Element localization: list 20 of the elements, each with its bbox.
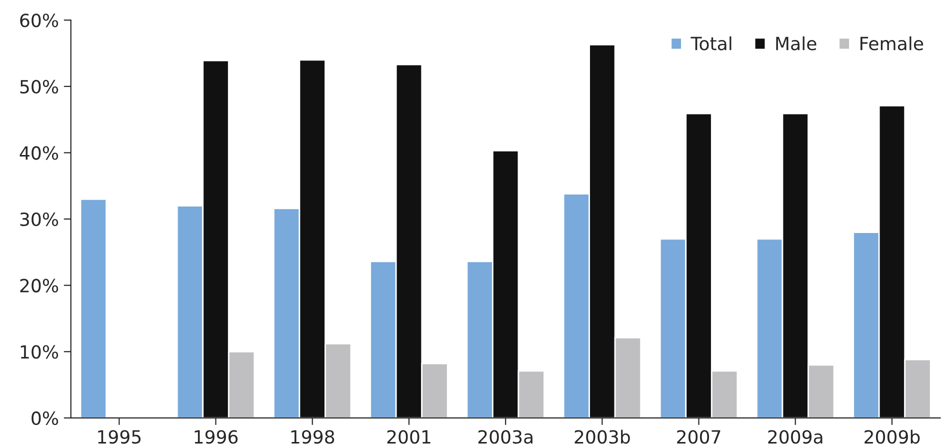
bar — [80, 198, 107, 418]
y-tick-label: 20% — [20, 278, 58, 292]
legend-label: Total — [690, 36, 732, 50]
x-tick-label: 2001 — [387, 430, 430, 444]
x-tick-label: 2009a — [768, 430, 822, 444]
x-tick-label: 2007 — [677, 430, 720, 444]
y-tick-label: 50% — [20, 80, 58, 94]
y-tick-label: 40% — [20, 146, 58, 160]
x-tick-label: 2003a — [478, 430, 532, 444]
x-tick-label: 1995 — [98, 430, 141, 444]
x-tick-label: 1998 — [291, 430, 334, 444]
y-tick-label: 60% — [20, 14, 58, 28]
x-tick-label: 1996 — [194, 430, 238, 444]
y-tick-label: 0% — [32, 411, 58, 426]
x-tick-label: 2009b — [864, 430, 920, 444]
legend-label: Male — [776, 36, 816, 50]
y-tick-label: 10% — [20, 345, 58, 359]
x-tick-label: 2003b — [574, 430, 630, 444]
y-tick-label: 30% — [20, 212, 58, 226]
legend-label: Female — [860, 36, 924, 50]
